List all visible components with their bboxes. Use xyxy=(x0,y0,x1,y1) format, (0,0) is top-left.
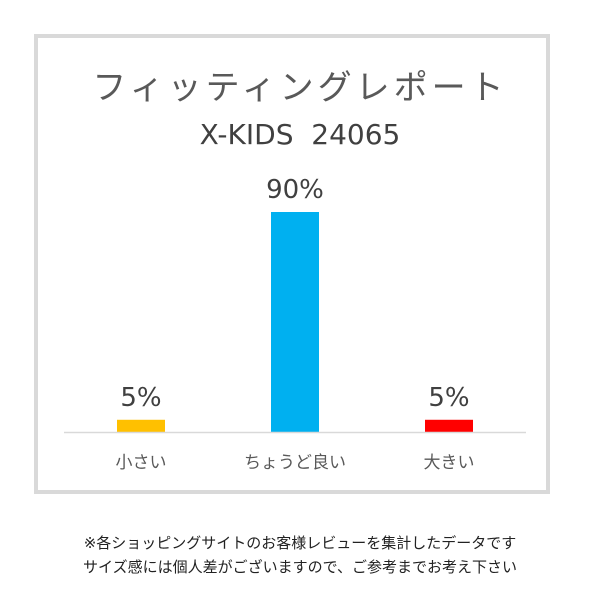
chart-subtitle: X-KIDS 24065 xyxy=(199,118,401,151)
data-label-2: 5% xyxy=(428,383,469,413)
data-label-1: 90% xyxy=(266,175,324,205)
bar-0 xyxy=(117,419,165,432)
bar-1 xyxy=(271,212,319,432)
category-label-0: 小さい xyxy=(116,453,167,473)
category-label-1: ちょうど良い xyxy=(244,453,346,473)
bar-2 xyxy=(425,419,473,432)
chart-title: フィッティングレポート xyxy=(92,68,508,108)
footnote-line-1: ※各ショッピングサイトのお客様レビューを集計したデータです xyxy=(83,534,517,552)
footnote-line-2: サイズ感には個人差がございますので、ご参考までお考え下さい xyxy=(83,558,517,576)
data-label-0: 5% xyxy=(120,383,161,413)
category-label-2: 大きい xyxy=(424,453,475,473)
